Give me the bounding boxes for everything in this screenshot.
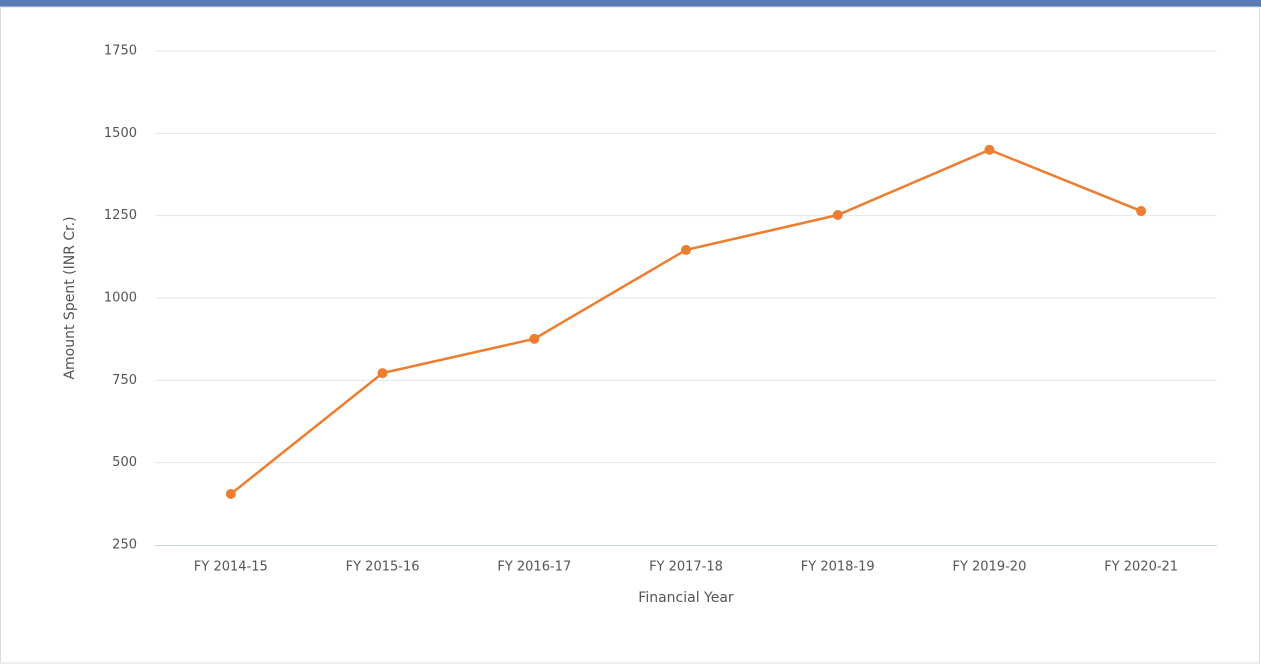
x-tick-label: FY 2020-21 (1104, 560, 1178, 575)
y-tick-label: 1000 (104, 291, 137, 306)
point (377, 368, 388, 379)
y-tick-label: 1750 (104, 44, 137, 59)
panel-border (0, 6, 1260, 664)
point (681, 244, 691, 255)
x-axis-title: Financial Year (638, 590, 734, 606)
y-tick-label: 1500 (104, 126, 137, 141)
y-axis-title: Amount Spent (INR Cr.) (62, 216, 78, 379)
point (1136, 206, 1147, 217)
point (832, 210, 843, 221)
y-tick-label: 250 (112, 538, 137, 553)
x-tick-label: FY 2019-20 (952, 560, 1026, 575)
point (529, 333, 540, 344)
header-bar (0, 0, 1261, 7)
x-tick-label: FY 2017-18 (649, 560, 723, 575)
x-tick-label: FY 2018-19 (801, 560, 875, 575)
point (984, 144, 995, 155)
line (230, 148, 1142, 495)
point (225, 488, 236, 499)
x-tick-label: FY 2015-16 (346, 560, 420, 575)
y-tick-label: 1250 (104, 208, 137, 223)
y-tick-label: 500 (112, 455, 137, 470)
x-tick-label: FY 2014-15 (194, 560, 268, 575)
x-tick-label: FY 2016-17 (497, 560, 571, 575)
y-tick-label: 750 (112, 373, 137, 388)
